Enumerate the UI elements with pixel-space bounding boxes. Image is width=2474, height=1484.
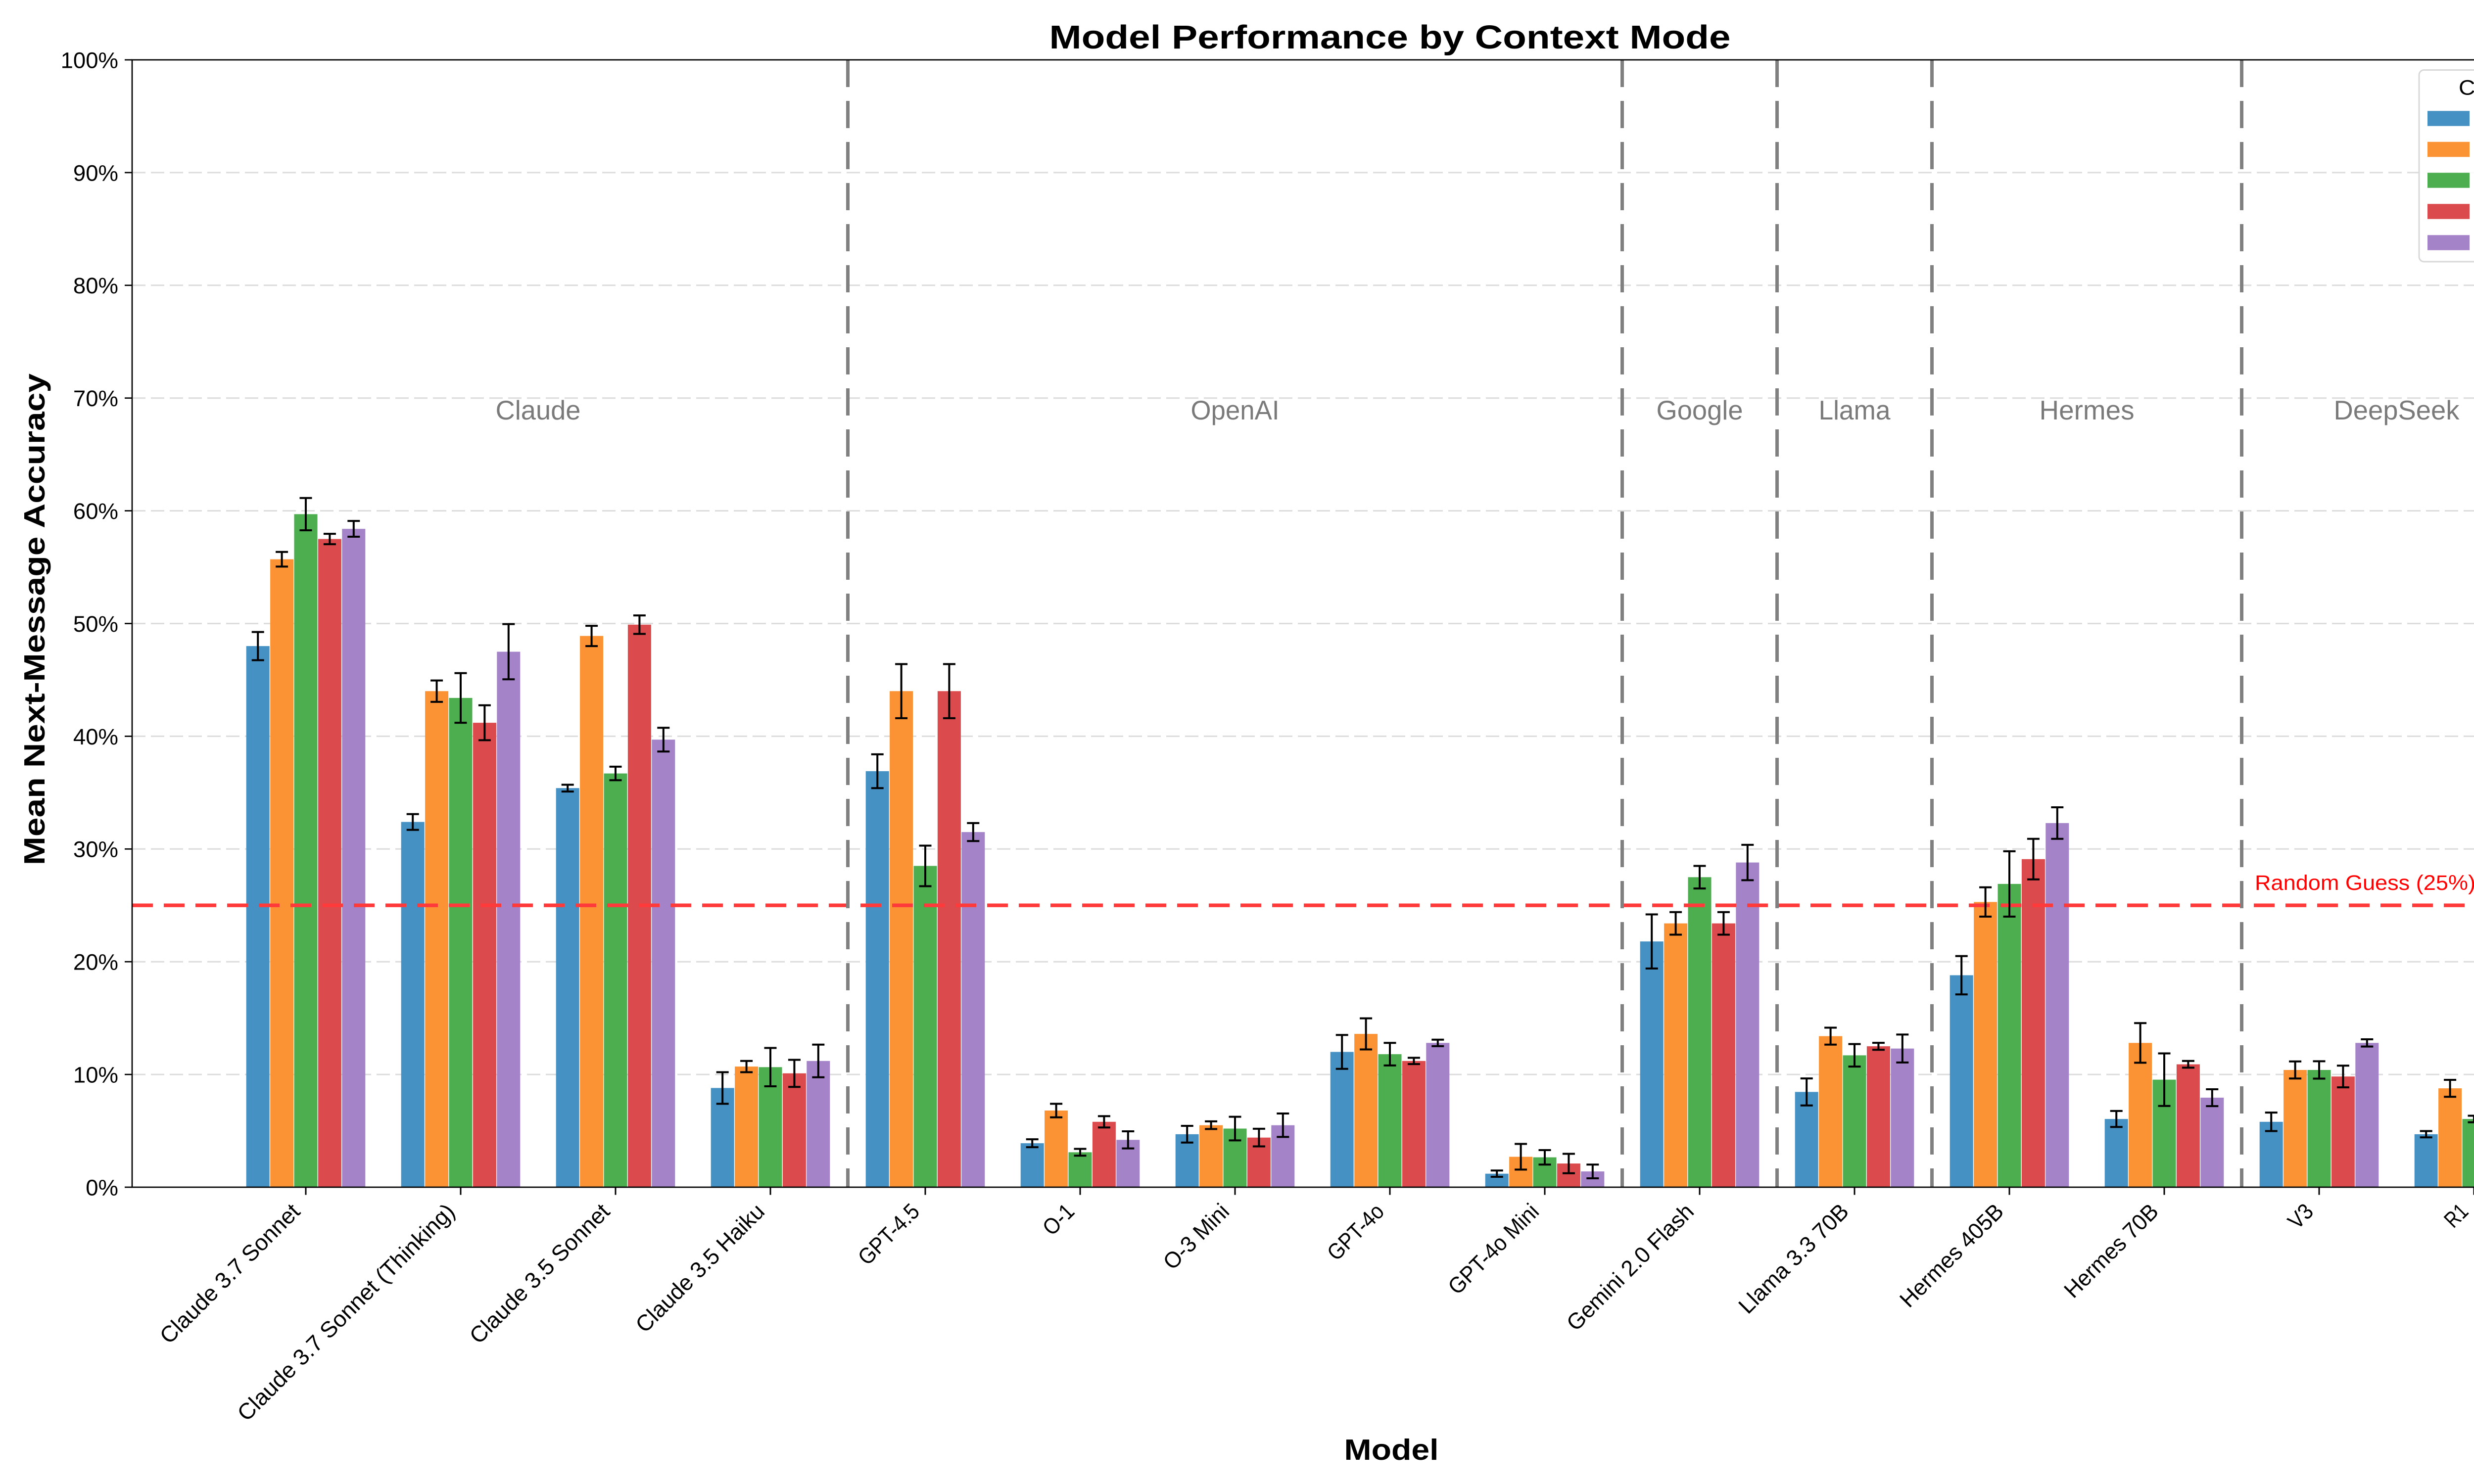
svg-text:100%: 100% <box>61 47 118 73</box>
svg-text:Model: Model <box>1344 1433 1439 1466</box>
svg-text:80%: 80% <box>73 273 118 298</box>
svg-text:DeepSeek: DeepSeek <box>2334 395 2460 425</box>
svg-text:70%: 70% <box>73 386 118 411</box>
svg-text:Llama: Llama <box>1819 395 1891 425</box>
svg-text:60%: 60% <box>73 499 118 524</box>
svg-text:20%: 20% <box>73 950 118 975</box>
svg-text:Model Performance by Context M: Model Performance by Context Mode <box>1049 19 1731 56</box>
svg-text:Mean Next-Message Accuracy: Mean Next-Message Accuracy <box>18 373 51 865</box>
svg-text:Claude: Claude <box>496 395 581 425</box>
svg-text:Context Mode: Context Mode <box>2459 76 2474 99</box>
svg-text:0%: 0% <box>86 1175 118 1200</box>
svg-text:Random Guess (25%): Random Guess (25%) <box>2255 871 2474 894</box>
svg-text:40%: 40% <box>73 724 118 749</box>
svg-text:10%: 10% <box>73 1063 118 1088</box>
svg-text:Hermes: Hermes <box>2040 395 2135 425</box>
svg-text:30%: 30% <box>73 837 118 862</box>
svg-text:50%: 50% <box>73 611 118 637</box>
svg-text:90%: 90% <box>73 160 118 186</box>
svg-text:Google: Google <box>1657 395 1743 425</box>
svg-text:OpenAI: OpenAI <box>1191 395 1280 425</box>
